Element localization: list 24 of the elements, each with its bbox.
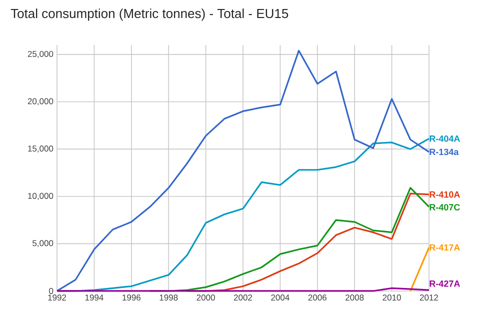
y-tick-label: 0 (49, 288, 54, 294)
x-tick-label: 1992 (48, 294, 66, 301)
series-label: R-427A (430, 280, 460, 287)
series-label: R-417A (430, 244, 460, 251)
series-label: R-410A (430, 191, 460, 198)
series-label: R-134a (430, 148, 459, 156)
x-tick-label: 2000 (196, 294, 215, 301)
y-tick-label: 15,000 (28, 146, 54, 153)
chart-title: Total consumption (Metric tonnes) - Total - EU15 (10, 8, 288, 21)
y-tick-label: 25,000 (28, 50, 54, 58)
series-label: R-407C (430, 204, 460, 210)
x-tick-label: 1994 (85, 294, 104, 301)
x-tick-label: 2004 (271, 294, 290, 301)
series-label: R-404A (430, 135, 460, 142)
y-tick-label: 10,000 (28, 192, 54, 200)
x-tick-label: 2010 (382, 294, 401, 301)
x-tick-label: 2006 (308, 294, 326, 301)
x-tick-label: 2012 (420, 294, 438, 301)
y-tick-label: 20,000 (28, 98, 54, 106)
x-tick-label: 2002 (234, 294, 252, 301)
x-tick-label: 1998 (160, 294, 178, 301)
x-tick-label: 1996 (122, 294, 140, 301)
y-tick-label: 5,000 (32, 240, 54, 248)
x-tick-label: 2008 (346, 294, 364, 301)
